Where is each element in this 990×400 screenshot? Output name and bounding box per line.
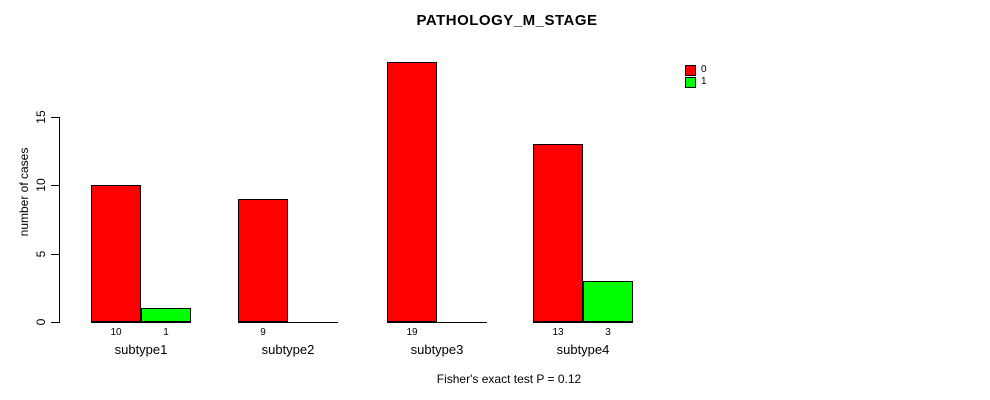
y-tick-label: 5 <box>34 250 48 258</box>
y-axis-tick <box>51 117 59 118</box>
legend-label: 1 <box>701 76 707 87</box>
y-axis-title: number of cases <box>17 147 31 237</box>
bar-0-subtype3 <box>387 62 437 322</box>
y-tick-label: 0 <box>34 318 48 326</box>
y-tick-label: 10 <box>34 178 48 192</box>
x-category-label: subtype1 <box>114 342 168 357</box>
bar-0-subtype2 <box>238 199 288 322</box>
legend-row: 1 <box>685 76 707 88</box>
y-axis-line <box>59 117 60 323</box>
x-baseline-segment <box>91 322 191 323</box>
x-baseline-segment <box>387 322 487 323</box>
y-axis-tick <box>51 322 59 323</box>
x-baseline-segment <box>533 322 633 323</box>
bar-0-subtype4 <box>533 144 583 322</box>
legend-swatch-green <box>685 76 696 88</box>
legend-row: 0 <box>685 64 707 76</box>
chart-title: PATHOLOGY_M_STAGE <box>416 12 598 29</box>
bar-count-label: 10 <box>110 327 122 338</box>
y-tick-label: 15 <box>34 110 48 124</box>
bar-1-subtype4 <box>583 281 633 322</box>
x-baseline-segment <box>238 322 338 323</box>
y-axis-tick <box>51 254 59 255</box>
bar-count-label: 9 <box>260 327 266 338</box>
legend-swatch-red <box>685 64 696 76</box>
bar-count-label: 13 <box>552 327 564 338</box>
x-category-label: subtype3 <box>410 342 464 357</box>
bar-1-subtype1 <box>141 308 191 322</box>
bar-count-label: 3 <box>605 327 611 338</box>
y-axis-tick <box>51 185 59 186</box>
legend-label: 0 <box>701 64 707 75</box>
bar-count-label: 19 <box>406 327 418 338</box>
x-category-label: subtype2 <box>261 342 315 357</box>
legend: 0 1 <box>685 64 707 88</box>
bar-count-label: 1 <box>163 327 169 338</box>
footer-note: Fisher's exact test P = 0.12 <box>436 372 582 386</box>
x-category-label: subtype4 <box>556 342 610 357</box>
bar-0-subtype1 <box>91 185 141 322</box>
